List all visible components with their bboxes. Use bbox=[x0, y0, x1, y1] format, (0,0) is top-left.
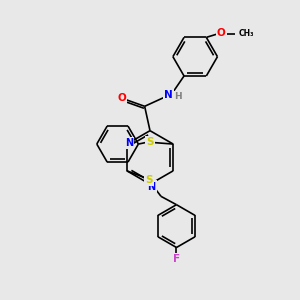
Text: H: H bbox=[174, 92, 182, 101]
Text: N: N bbox=[147, 182, 155, 192]
Text: F: F bbox=[173, 254, 180, 264]
Text: O: O bbox=[217, 28, 226, 38]
Text: N: N bbox=[164, 90, 172, 100]
Text: CH₃: CH₃ bbox=[239, 29, 254, 38]
Text: S: S bbox=[146, 137, 153, 147]
Text: S: S bbox=[145, 175, 153, 185]
Text: N: N bbox=[125, 138, 133, 148]
Text: O: O bbox=[117, 93, 126, 103]
